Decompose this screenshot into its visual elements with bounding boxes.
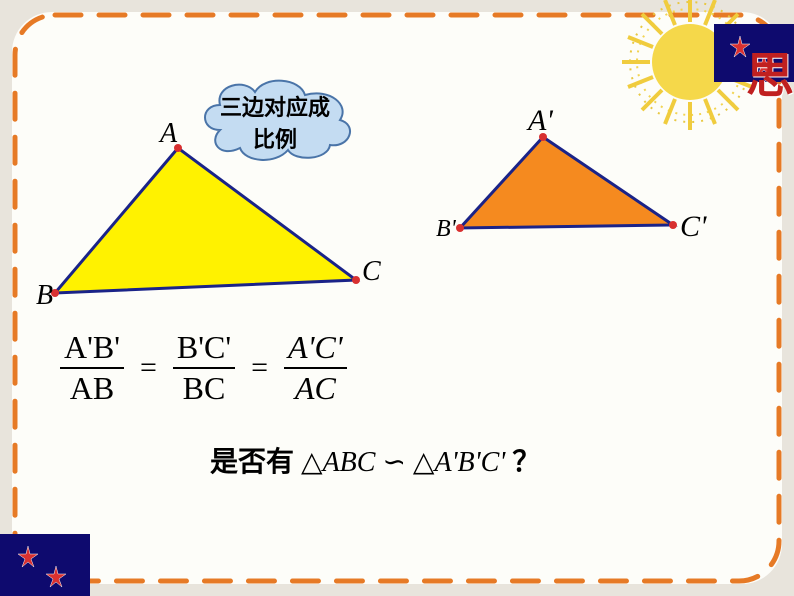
cloud-line2: 比例: [210, 122, 340, 154]
frac1-num: A'B': [60, 330, 124, 365]
frac-bar: [284, 367, 347, 369]
cloud-line1: 三边对应成: [210, 90, 340, 122]
question-text: 是否有 △ABC ∽ △A'B'C' ？: [210, 440, 540, 480]
q-tri2: △: [413, 446, 435, 477]
label-A: A: [160, 118, 177, 150]
frac2-num: B'C': [173, 330, 235, 365]
q-abc1: ABC: [323, 447, 376, 478]
label-C: C: [362, 256, 381, 288]
cloud-text: 三边对应成 比例: [210, 90, 340, 154]
proportion-equation: A'B' AB = B'C' BC = A'C' AC: [60, 330, 347, 406]
frac3-num: A'C': [284, 330, 347, 365]
q-post: ？: [512, 447, 540, 478]
label-B: B: [36, 280, 53, 312]
label-B2: B': [436, 216, 456, 243]
q-pre: 是否有: [210, 447, 294, 478]
q-tri1: △: [301, 446, 323, 477]
frac-bar: [60, 367, 124, 369]
label-C2: C': [680, 210, 706, 244]
frac3-den: AC: [291, 371, 340, 406]
frac2-den: BC: [179, 371, 230, 406]
think-character: 思: [746, 36, 794, 106]
frac1-den: AB: [66, 371, 118, 406]
equals-2: =: [245, 351, 274, 385]
fraction-2: B'C' BC: [173, 330, 235, 406]
frac-bar: [173, 367, 235, 369]
fraction-1: A'B' AB: [60, 330, 124, 406]
fraction-3: A'C' AC: [284, 330, 347, 406]
q-similar: ∽: [382, 447, 405, 478]
q-abc2: A'B'C': [434, 447, 505, 478]
equals-1: =: [134, 351, 163, 385]
triangle-diagram: [0, 0, 794, 596]
label-A2: A': [528, 104, 553, 138]
